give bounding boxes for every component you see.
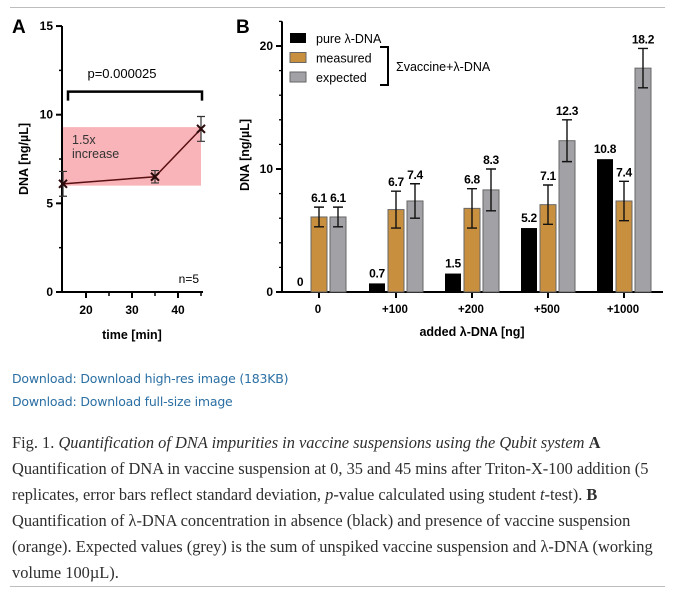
x-axis-label: time [min]	[102, 328, 162, 342]
data-label: 6.1	[330, 191, 346, 205]
caption-p-italic: p	[325, 485, 334, 504]
top-divider	[10, 7, 665, 8]
error-bar	[543, 184, 553, 226]
error-bar	[638, 47, 648, 89]
data-label: 1.5	[445, 257, 461, 271]
x-tick-label: 30	[125, 303, 139, 317]
y-axis-label: DNA [ng/µL]	[17, 123, 31, 195]
panel-b-chart: B 0 10 20 0 +100 +200 +500 +1000 added λ-DNA [ng]…	[236, 17, 663, 339]
bottom-divider	[10, 586, 665, 587]
y-tick-label: 20	[260, 39, 274, 53]
y-tick-label: 10	[40, 108, 54, 122]
legend-swatch	[289, 71, 307, 83]
band-label: 1.5x	[72, 133, 96, 147]
download-high-res-link[interactable]: Download: Download high-res image (183KB…	[12, 371, 289, 386]
data-label: 0.7	[369, 266, 385, 280]
x-tick-label: 40	[171, 303, 185, 317]
data-label: 6.7	[388, 175, 404, 189]
caption-t-italic: t	[539, 485, 545, 504]
data-label: 10.8	[594, 142, 617, 156]
legend-swatch	[289, 52, 307, 63]
data-label: 18.2	[632, 32, 655, 46]
bar-expected	[329, 216, 347, 293]
error-bar	[619, 180, 629, 222]
significance-bracket	[66, 90, 204, 101]
caption-b-label: B	[586, 485, 598, 504]
bar-pure---dna	[521, 228, 537, 292]
panel-label: B	[236, 17, 250, 38]
bar-measured	[310, 216, 328, 293]
y-tick-label: 0	[46, 285, 53, 299]
error-bar	[467, 187, 477, 229]
x-axis-label: added λ-DNA [ng]	[419, 325, 524, 339]
data-label: 0	[297, 275, 304, 289]
error-bar	[410, 183, 420, 219]
error-bar	[562, 119, 572, 163]
x-tick-label: +500	[534, 304, 560, 316]
error-bar	[314, 206, 324, 228]
n-label: n=5	[179, 272, 200, 286]
error-bar	[486, 168, 496, 212]
bar-pure---dna	[597, 159, 613, 292]
legend-label: pure λ-DNA	[316, 32, 382, 46]
bar-expected	[634, 67, 652, 293]
legend-label: measured	[316, 52, 372, 66]
data-label: 12.3	[556, 104, 579, 118]
caption-a-text: Quantification of DNA in vaccine suspens…	[12, 459, 649, 504]
x-tick-label: +1000	[607, 304, 639, 316]
x-tick-label: +100	[382, 304, 408, 316]
x-tick-label: 0	[315, 304, 321, 316]
data-point-marker	[196, 124, 206, 134]
caption-a-text-2: -value calculated using student	[333, 485, 540, 504]
x-tick-label: +200	[458, 304, 484, 316]
caption-a-label: A	[588, 433, 601, 452]
data-point-marker	[150, 172, 160, 182]
increase-band	[63, 127, 201, 186]
legend-swatch	[290, 33, 306, 43]
legend-bracket	[380, 46, 389, 86]
data-point-marker	[58, 179, 68, 189]
download-full-size-link[interactable]: Download: Download full-size image	[12, 394, 233, 409]
figure-caption: Fig. 1. Quantification of DNA impurities…	[12, 430, 667, 586]
fig-label: Fig. 1.	[12, 433, 55, 452]
y-axis-label: DNA [ng/µL]	[238, 119, 252, 191]
data-label: 7.4	[407, 168, 423, 182]
band-label: increase	[72, 147, 119, 161]
y-tick-label: 0	[266, 285, 273, 299]
error-bar	[391, 190, 401, 229]
y-tick-label: 15	[40, 19, 54, 33]
data-label: 6.1	[311, 191, 327, 205]
data-label: 7.4	[616, 165, 632, 179]
p-value-label: p=0.000025	[87, 66, 156, 81]
caption-title: Quantification of DNA impurities in vacc…	[58, 433, 585, 452]
data-label: 8.3	[483, 153, 499, 167]
bar-pure---dna	[369, 283, 385, 292]
y-tick-label: 5	[46, 196, 53, 210]
data-label: 5.2	[521, 211, 537, 225]
x-tick-label: 20	[79, 303, 93, 317]
caption-b-text: Quantification of λ-DNA concentration in…	[12, 511, 653, 582]
bar-expected	[558, 140, 576, 293]
data-label: 7.1	[540, 169, 556, 183]
panel-label: A	[12, 17, 26, 38]
data-label: 6.8	[464, 173, 480, 187]
legend-group-label: Σvaccine+λ-DNA	[396, 60, 491, 74]
error-bar	[333, 206, 343, 228]
caption-a-text-3: -test).	[544, 485, 587, 504]
bar-pure---dna	[445, 273, 461, 292]
y-tick-label: 10	[260, 162, 274, 176]
legend-label: expected	[316, 71, 367, 85]
